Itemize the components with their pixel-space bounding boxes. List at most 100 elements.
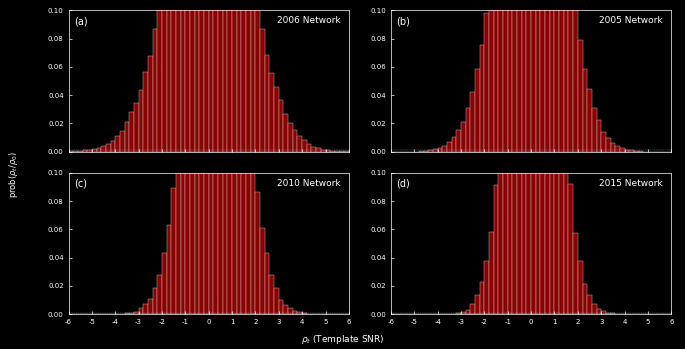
Bar (508, 0, 512, 152)
Bar (573, 233, 578, 314)
Bar (256, 192, 260, 314)
Bar (138, 90, 143, 152)
Bar (269, 275, 274, 314)
Bar (316, 148, 321, 152)
Bar (204, 0, 209, 314)
Bar (531, 0, 536, 152)
Bar (241, 39, 246, 314)
Bar (115, 136, 120, 152)
Bar (158, 7, 162, 152)
Bar (297, 312, 302, 314)
Bar (284, 114, 288, 152)
Bar (232, 0, 237, 314)
Bar (134, 103, 138, 152)
Bar (232, 0, 237, 152)
Bar (559, 0, 564, 152)
Bar (92, 149, 97, 152)
Bar (171, 188, 176, 314)
Bar (241, 0, 246, 152)
Bar (87, 150, 92, 152)
Bar (597, 309, 601, 314)
Text: (c): (c) (74, 179, 87, 188)
Bar (601, 311, 606, 314)
Bar (545, 0, 550, 152)
Bar (499, 0, 503, 152)
Bar (274, 87, 279, 152)
Bar (466, 310, 471, 314)
Bar (447, 142, 451, 152)
Bar (166, 0, 171, 152)
Bar (325, 150, 330, 152)
Bar (610, 143, 615, 152)
Bar (625, 150, 630, 152)
Bar (522, 0, 527, 314)
Bar (199, 0, 204, 314)
Bar (582, 284, 587, 314)
Text: 2015 Network: 2015 Network (599, 179, 663, 187)
Bar (484, 13, 489, 152)
Bar (307, 144, 312, 152)
Bar (153, 288, 158, 314)
Bar (423, 151, 428, 152)
Bar (292, 130, 297, 152)
Bar (340, 151, 344, 152)
Bar (321, 150, 325, 152)
Bar (438, 148, 443, 152)
Bar (260, 29, 265, 152)
Bar (227, 0, 232, 314)
Bar (181, 96, 186, 314)
Bar (634, 151, 638, 152)
Bar (461, 312, 466, 314)
Bar (218, 0, 223, 152)
Bar (456, 130, 461, 152)
Bar (428, 150, 433, 152)
Bar (297, 136, 302, 152)
Bar (578, 261, 582, 314)
Text: (b): (b) (397, 16, 410, 26)
Bar (143, 72, 148, 152)
Bar (251, 0, 256, 152)
Bar (143, 304, 148, 314)
Bar (527, 0, 531, 314)
Bar (630, 150, 634, 152)
Bar (288, 308, 292, 314)
Bar (512, 0, 517, 152)
Bar (223, 0, 227, 314)
Bar (335, 151, 340, 152)
Bar (499, 130, 503, 314)
Bar (550, 0, 554, 314)
Bar (456, 313, 461, 314)
Bar (106, 144, 110, 152)
Bar (125, 122, 129, 152)
Bar (508, 0, 512, 314)
Bar (461, 122, 466, 152)
Bar (265, 55, 269, 152)
Bar (237, 0, 241, 314)
Bar (199, 0, 204, 152)
Bar (433, 149, 438, 152)
Bar (223, 0, 227, 152)
Bar (597, 120, 601, 152)
Bar (451, 137, 456, 152)
Bar (527, 0, 531, 152)
Bar (274, 288, 279, 314)
Bar (606, 313, 610, 314)
Bar (484, 261, 489, 314)
Bar (592, 304, 597, 314)
Bar (279, 101, 284, 152)
Bar (592, 108, 597, 152)
Bar (615, 146, 620, 152)
Bar (237, 0, 241, 152)
Bar (312, 147, 316, 152)
Bar (138, 308, 143, 314)
Bar (554, 0, 559, 152)
Text: $\rho_t$ (Template SNR): $\rho_t$ (Template SNR) (301, 333, 384, 346)
Bar (475, 295, 480, 314)
Bar (620, 148, 625, 152)
Bar (129, 112, 134, 152)
Bar (302, 140, 307, 152)
Bar (536, 0, 540, 152)
Bar (554, 0, 559, 314)
Bar (129, 313, 134, 314)
Bar (251, 148, 256, 314)
